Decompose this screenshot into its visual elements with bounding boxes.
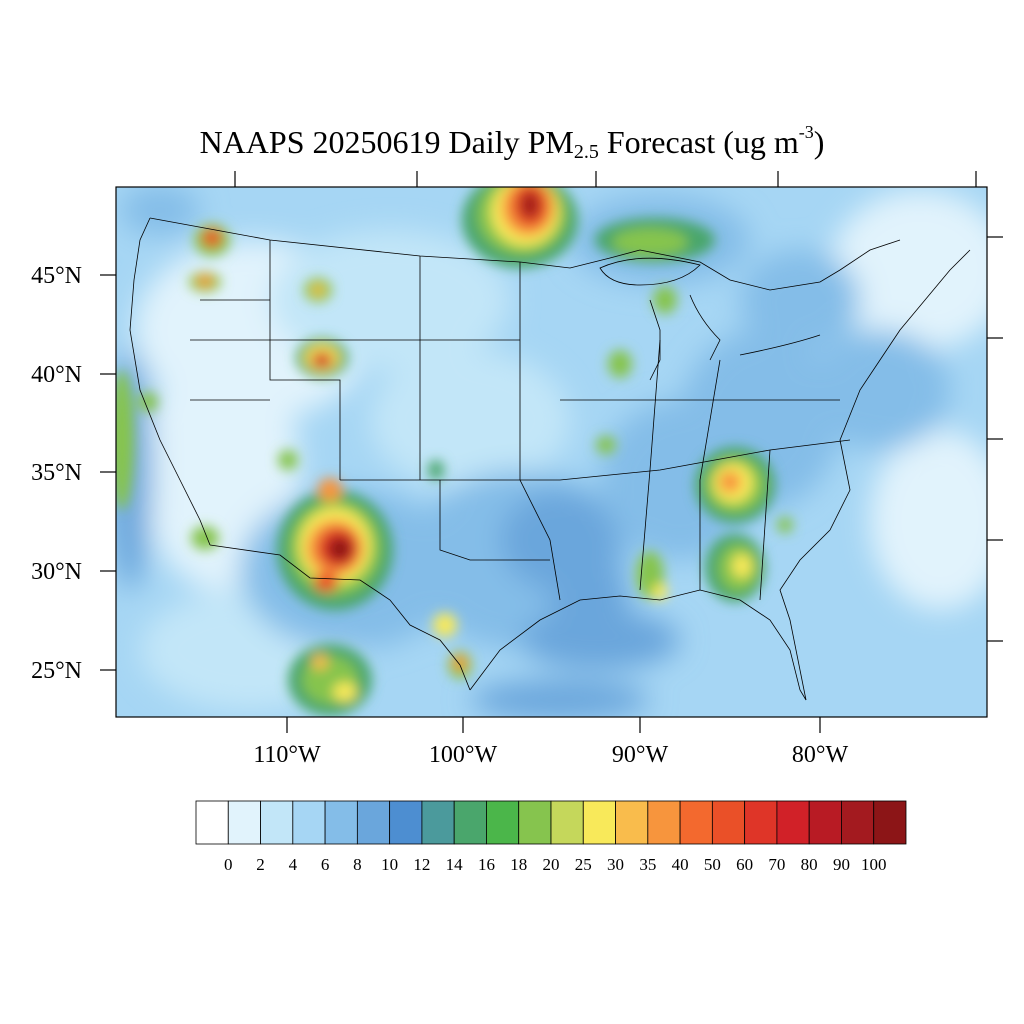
colorbar-tick-label: 10 <box>381 855 398 874</box>
colorbar-box <box>582 800 616 845</box>
colorbar-box <box>292 800 326 845</box>
colorbar-box <box>711 800 746 845</box>
colorbar-box <box>356 800 391 845</box>
hotspot-small-fires <box>116 224 793 679</box>
colorbar-box <box>776 800 810 845</box>
lon-label-80: 80°W <box>792 742 849 768</box>
lat-label-35: 35°N <box>31 460 82 486</box>
colorbar-box <box>486 800 520 845</box>
colorbar-tick-label: 8 <box>353 855 362 874</box>
colorbar-tick-label: 100 <box>861 855 887 874</box>
hotspot-mexico <box>288 644 372 716</box>
title-prefix: NAAPS 20250619 Daily PM <box>199 124 574 160</box>
colorbar-box <box>679 800 713 845</box>
lat-label-25: 25°N <box>31 658 82 684</box>
map-frame <box>115 186 988 718</box>
title-superscript: -3 <box>798 122 814 142</box>
colorbar-tick-label: 0 <box>224 855 233 874</box>
colorbar-tick-label: 4 <box>289 855 298 874</box>
colorbar-box <box>227 800 261 845</box>
colorbar-tick-label: 25 <box>575 855 592 874</box>
colorbar-box <box>324 800 358 845</box>
lon-label-110: 110°W <box>253 742 321 768</box>
top-ticks <box>234 171 977 187</box>
title-subscript: 2.5 <box>573 141 599 163</box>
colorbar-box <box>808 800 842 845</box>
left-ticks <box>100 274 116 671</box>
lon-labels: 110°W 100°W 90°W 80°W <box>253 742 848 768</box>
colorbar-tick-label: 2 <box>256 855 265 874</box>
colorbar-tick-label: 70 <box>768 855 785 874</box>
colorbar-box <box>195 800 229 845</box>
lat-label-40: 40°N <box>31 362 82 388</box>
map-outlines <box>129 217 971 701</box>
colorbar-box <box>550 800 584 845</box>
colorbar-tick-label: 80 <box>801 855 818 874</box>
colorbar-tick-label: 60 <box>736 855 753 874</box>
hotspot-layer <box>116 187 793 716</box>
colorbar-box <box>518 800 552 845</box>
colorbar-box <box>421 800 455 845</box>
colorbar-tick-label: 12 <box>413 855 430 874</box>
colorbar-tick-label: 16 <box>478 855 495 874</box>
hotspot-canada-smoke <box>462 187 578 268</box>
colorbar-box <box>873 800 907 845</box>
colorbar-box <box>260 800 294 845</box>
title-close: ) <box>813 124 825 160</box>
lat-label-30: 30°N <box>31 559 82 585</box>
right-ticks <box>987 236 1003 642</box>
lon-label-100: 100°W <box>429 742 498 768</box>
lat-label-45: 45°N <box>31 263 82 289</box>
lon-label-90: 90°W <box>612 742 669 768</box>
colorbar: 0 2 4 6 8 10 12 14 16 18 20 25 30 35 40 50 60 70 80 90 100 <box>195 800 907 874</box>
colorbar-box <box>615 800 649 845</box>
colorbar-tick-label: 40 <box>672 855 689 874</box>
colorbar-tick-label: 20 <box>543 855 560 874</box>
hotspot-lake-superior <box>595 218 715 314</box>
page-title: NAAPS 20250619 Daily PM2.5 Forecast (ug … <box>0 112 1024 172</box>
colorbar-box <box>744 800 778 845</box>
colorbar-tick-label: 14 <box>446 855 464 874</box>
title-suffix: Forecast (ug m <box>598 124 799 160</box>
map-area <box>116 187 987 717</box>
colorbar-tick-label: 35 <box>639 855 656 874</box>
hotspot-new-mexico <box>277 478 393 610</box>
colorbar-box <box>841 800 875 845</box>
colorbar-tick-label: 50 <box>704 855 721 874</box>
colorbar-tick-label: 90 <box>833 855 850 874</box>
lat-labels: 45°N 40°N 35°N 30°N 25°N <box>31 263 82 684</box>
hotspot-tennessee <box>695 447 775 523</box>
colorbar-tick-label: 18 <box>510 855 527 874</box>
colorbar-tick-label: 30 <box>607 855 624 874</box>
hotspot-georgia <box>705 534 765 602</box>
colorbar-box <box>647 800 681 845</box>
bottom-ticks <box>286 717 821 733</box>
colorbar-box <box>389 800 423 845</box>
colorbar-tick-label: 6 <box>321 855 330 874</box>
colorbar-box <box>453 800 487 845</box>
